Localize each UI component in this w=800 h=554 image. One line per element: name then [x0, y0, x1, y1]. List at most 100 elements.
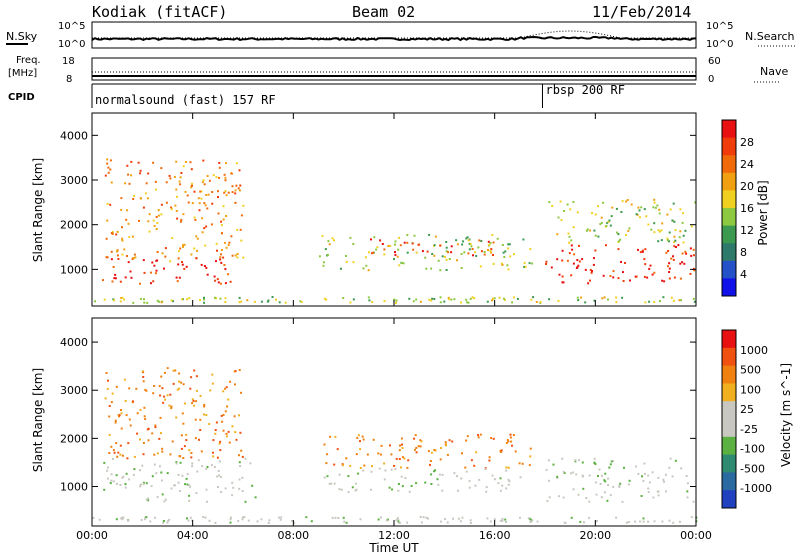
power-ground-cell [662, 296, 665, 299]
velocity-y-axis: 1000 2000 3000 4000 [60, 336, 696, 494]
power-cell [368, 251, 370, 254]
power-cbar-tick-label: 28 [740, 136, 754, 149]
power-cell [531, 262, 534, 265]
velocity-cell [499, 489, 502, 492]
power-cell [658, 212, 661, 215]
velocity-ground-cell [579, 520, 582, 523]
power-cell [561, 275, 564, 278]
velocity-cell [441, 473, 444, 476]
power-cell [594, 213, 597, 216]
power-cell [593, 229, 596, 232]
velocity-cell [153, 463, 156, 466]
power-ground-cell [473, 297, 476, 300]
power-ground-cell [123, 298, 126, 301]
power-cell [667, 250, 670, 252]
power-ground-cell [284, 301, 287, 304]
velocity-ground-cell [504, 518, 507, 521]
power-cell [193, 216, 196, 219]
power-cell [508, 243, 511, 246]
velocity-cell [383, 462, 386, 465]
velocity-cell [188, 449, 191, 452]
power-cell [219, 282, 222, 285]
power-cell [679, 277, 682, 280]
power-cell [488, 244, 491, 246]
velocity-cell [179, 490, 182, 492]
power-cell [411, 242, 414, 245]
power-cell [619, 238, 622, 241]
velocity-cell [147, 427, 150, 430]
power-cell [234, 201, 237, 204]
velocity-cell [692, 500, 695, 503]
power-cell [433, 254, 436, 257]
power-cell [507, 243, 510, 246]
power-ground-cell [368, 299, 371, 302]
power-cell [692, 267, 695, 270]
velocity-cell [189, 485, 192, 488]
velocity-ground-cell [499, 519, 502, 522]
velocity-cell [201, 465, 204, 468]
power-cell [180, 218, 183, 221]
power-cell [370, 238, 372, 241]
power-cell [128, 182, 131, 185]
power-cell [616, 231, 618, 234]
velocity-cell [108, 433, 111, 436]
power-ground-cell [431, 297, 434, 300]
power-cell [205, 225, 208, 228]
power-cell [201, 181, 204, 184]
power-cell [643, 258, 646, 261]
power-cell [175, 276, 178, 279]
power-cell [600, 221, 603, 224]
velocity-cell [492, 437, 495, 440]
power-ground-cell [119, 300, 122, 303]
velocity-ytick-label: 3000 [60, 384, 88, 397]
power-cell [204, 204, 207, 207]
velocity-cell [363, 464, 366, 467]
velocity-cell [446, 453, 449, 456]
velocity-cell [212, 451, 214, 454]
velocity-cell [224, 387, 227, 390]
velocity-cell [588, 474, 591, 477]
power-cell [163, 267, 165, 270]
power-ground-cell [188, 297, 191, 300]
power-cell [202, 159, 205, 162]
velocity-ground-cell [634, 520, 637, 523]
power-cell [109, 159, 112, 162]
velocity-cell [182, 457, 185, 459]
velocity-ground-cell [267, 521, 270, 524]
velocity-cell [361, 435, 364, 438]
velocity-cell [338, 473, 341, 476]
velocity-cell [122, 454, 124, 457]
velocity-cell [171, 440, 174, 443]
velocity-ground-cell [247, 519, 250, 522]
power-cell [139, 169, 142, 172]
power-cell [681, 221, 684, 224]
velocity-ground-cell [420, 521, 423, 524]
power-cell [617, 248, 620, 251]
velocity-cell [362, 469, 365, 472]
velocity-ground-cell [469, 519, 472, 522]
velocity-cell [128, 387, 131, 390]
power-cell [563, 210, 566, 212]
velocity-cell [145, 389, 148, 392]
velocity-cell [136, 432, 139, 435]
velocity-ground-cell [661, 520, 664, 523]
power-cell [491, 234, 494, 236]
velocity-cell [328, 482, 331, 485]
velocity-cell [518, 462, 521, 465]
power-cell [661, 279, 664, 282]
velocity-cell [108, 415, 111, 418]
power-cell [572, 262, 575, 265]
power-ground-cell [214, 296, 216, 299]
velocity-cell [674, 459, 677, 462]
velocity-cell [393, 464, 396, 467]
power-cell [111, 280, 114, 283]
power-cell [434, 235, 437, 238]
power-cell [506, 264, 509, 267]
velocity-ground-cell [668, 519, 671, 522]
power-cell [578, 260, 581, 263]
power-ground-cell [670, 296, 673, 299]
velocity-cell [501, 484, 504, 487]
velocity-cell [371, 465, 373, 468]
velocity-ytick-label: 4000 [60, 336, 88, 349]
velocity-ground-cell [596, 519, 599, 522]
